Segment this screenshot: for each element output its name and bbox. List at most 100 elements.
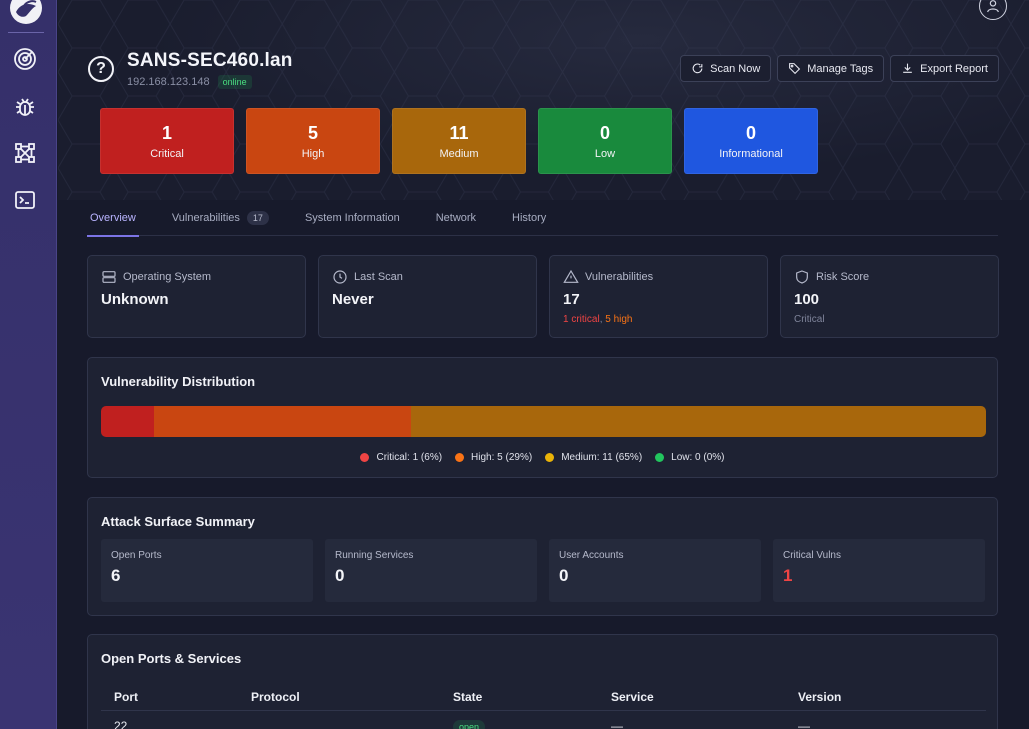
tab-vulnerabilities[interactable]: Vulnerabilities 17 [169, 200, 272, 236]
sidebar-item-vulnerabilities[interactable] [10, 92, 40, 122]
manage-tags-button[interactable]: Manage Tags [777, 55, 885, 82]
stat-value: 0 [559, 566, 569, 585]
legend-item: High: 5 (29%) [455, 452, 532, 463]
scan-now-button[interactable]: Scan Now [680, 55, 772, 82]
tab-count-badge: 17 [246, 211, 269, 225]
distribution-segment-medium [410, 406, 986, 437]
sidebar-divider [8, 32, 44, 33]
column-header-version[interactable]: Version [798, 689, 842, 704]
column-header-port[interactable]: Port [114, 689, 138, 704]
ports-title: Open Ports & Services [101, 651, 242, 666]
last-scan-card: Last Scan Never [318, 255, 537, 338]
sidebar-item-network[interactable] [10, 138, 40, 168]
legend-dot [360, 453, 370, 462]
table-header: Port Protocol State Service Version [101, 683, 986, 711]
tab-label: Network [435, 212, 477, 224]
tab-bar: Overview Vulnerabilities 17 System Inform… [87, 200, 998, 237]
os-card: Operating System Unknown [87, 255, 306, 338]
vulnerability-distribution-panel: Vulnerability Distribution Critical: 1 (… [87, 357, 998, 478]
column-header-state[interactable]: State [453, 689, 483, 704]
tab-label: History [512, 212, 547, 224]
download-icon [903, 63, 912, 73]
export-report-button[interactable]: Export Report [890, 55, 999, 82]
high-count-text: 5 high [605, 314, 633, 325]
severity-card-low[interactable]: 0 Low [538, 108, 672, 174]
severity-count: 0 [599, 122, 610, 143]
last-scan-value: Never [332, 291, 374, 308]
state-badge: open [453, 720, 486, 729]
tab-label: System Information [304, 212, 400, 224]
severity-card-medium[interactable]: 11 Medium [392, 108, 526, 174]
shield-icon [796, 270, 808, 284]
legend-dot [545, 453, 555, 462]
vulnerabilities-value: 17 [563, 291, 580, 308]
user-accounts-stat: User Accounts 0 [549, 539, 761, 602]
severity-label: Critical [150, 147, 184, 160]
header-actions: Scan Now Manage Tags Export Report [680, 55, 999, 82]
open-ports-stat: Open Ports 6 [101, 539, 313, 602]
severity-label: Informational [719, 147, 783, 160]
severity-summary: 1 Critical 5 High 11 Medium 0 Low 0 Info… [100, 108, 818, 174]
separator: , [599, 314, 606, 325]
severity-card-high[interactable]: 5 High [246, 108, 380, 174]
running-services-stat: Running Services 0 [325, 539, 537, 602]
legend-dot [655, 453, 665, 462]
severity-count: 5 [307, 122, 318, 143]
severity-label: Medium [439, 147, 479, 160]
tab-network[interactable]: Network [433, 200, 479, 236]
host-header: ? SANS-SEC460.lan 192.168.123.148 online [88, 50, 293, 89]
stat-label: User Accounts [559, 550, 624, 561]
clock-icon [333, 270, 347, 284]
tab-label: Overview [90, 212, 136, 224]
tab-history[interactable]: History [509, 200, 549, 236]
column-header-service[interactable]: Service [611, 689, 654, 704]
sidebar-item-terminal[interactable] [10, 185, 40, 215]
severity-count: 0 [745, 122, 756, 143]
tag-icon [789, 63, 801, 75]
last-scan-card-title: Last Scan [354, 271, 403, 283]
distribution-segment-critical [101, 406, 155, 437]
vulnerabilities-breakdown: 1 critical, 5 high [563, 314, 754, 325]
bird-logo-icon [16, 0, 37, 17]
open-ports-panel: Open Ports & Services Port Protocol Stat… [87, 634, 998, 729]
risk-level-text: Critical [794, 314, 825, 325]
table-row[interactable]: 22 open — — [101, 711, 986, 729]
legend-item: Low: 0 (0%) [655, 452, 725, 463]
main-content: ? SANS-SEC460.lan 192.168.123.148 online… [58, 0, 1029, 729]
sidebar-item-radar[interactable] [10, 44, 40, 74]
vulnerabilities-card-title: Vulnerabilities [585, 271, 654, 283]
distribution-bar [101, 406, 986, 437]
risk-score-card: Risk Score 100 Critical [780, 255, 999, 338]
status-badge: online [217, 75, 252, 89]
severity-card-critical[interactable]: 1 Critical [100, 108, 234, 174]
severity-card-informational[interactable]: 0 Informational [684, 108, 818, 174]
legend-label: High: 5 (29%) [471, 452, 533, 463]
tab-overview[interactable]: Overview [87, 200, 139, 237]
warning-icon [563, 269, 579, 283]
risk-score-value: 100 [794, 291, 820, 308]
severity-label: High [301, 147, 325, 160]
help-icon[interactable]: ? [88, 56, 114, 82]
network-icon [15, 143, 35, 163]
scan-now-label: Scan Now [710, 62, 761, 75]
legend-dot [455, 453, 465, 462]
attack-surface-panel: Attack Surface Summary Open Ports 6 Runn… [87, 497, 998, 616]
legend-label: Critical: 1 (6%) [376, 452, 443, 463]
tab-system-information[interactable]: System Information [302, 200, 403, 236]
severity-count: 11 [449, 122, 469, 143]
stat-value: 6 [111, 566, 121, 585]
os-card-title: Operating System [123, 271, 212, 283]
os-value: Unknown [101, 291, 169, 308]
sidebar [0, 0, 57, 729]
legend-item: Medium: 11 (65%) [545, 452, 642, 463]
stat-value: 1 [783, 566, 793, 585]
app-logo[interactable] [10, 0, 42, 24]
severity-label: Low [594, 147, 616, 160]
legend-label: Medium: 11 (65%) [561, 452, 643, 463]
legend-label: Low: 0 (0%) [671, 452, 725, 463]
risk-score-card-title: Risk Score [816, 271, 870, 283]
legend-item: Critical: 1 (6%) [360, 452, 442, 463]
column-header-protocol[interactable]: Protocol [251, 689, 300, 704]
host-name: SANS-SEC460.lan [127, 50, 293, 71]
stat-label: Critical Vulns [783, 550, 841, 561]
